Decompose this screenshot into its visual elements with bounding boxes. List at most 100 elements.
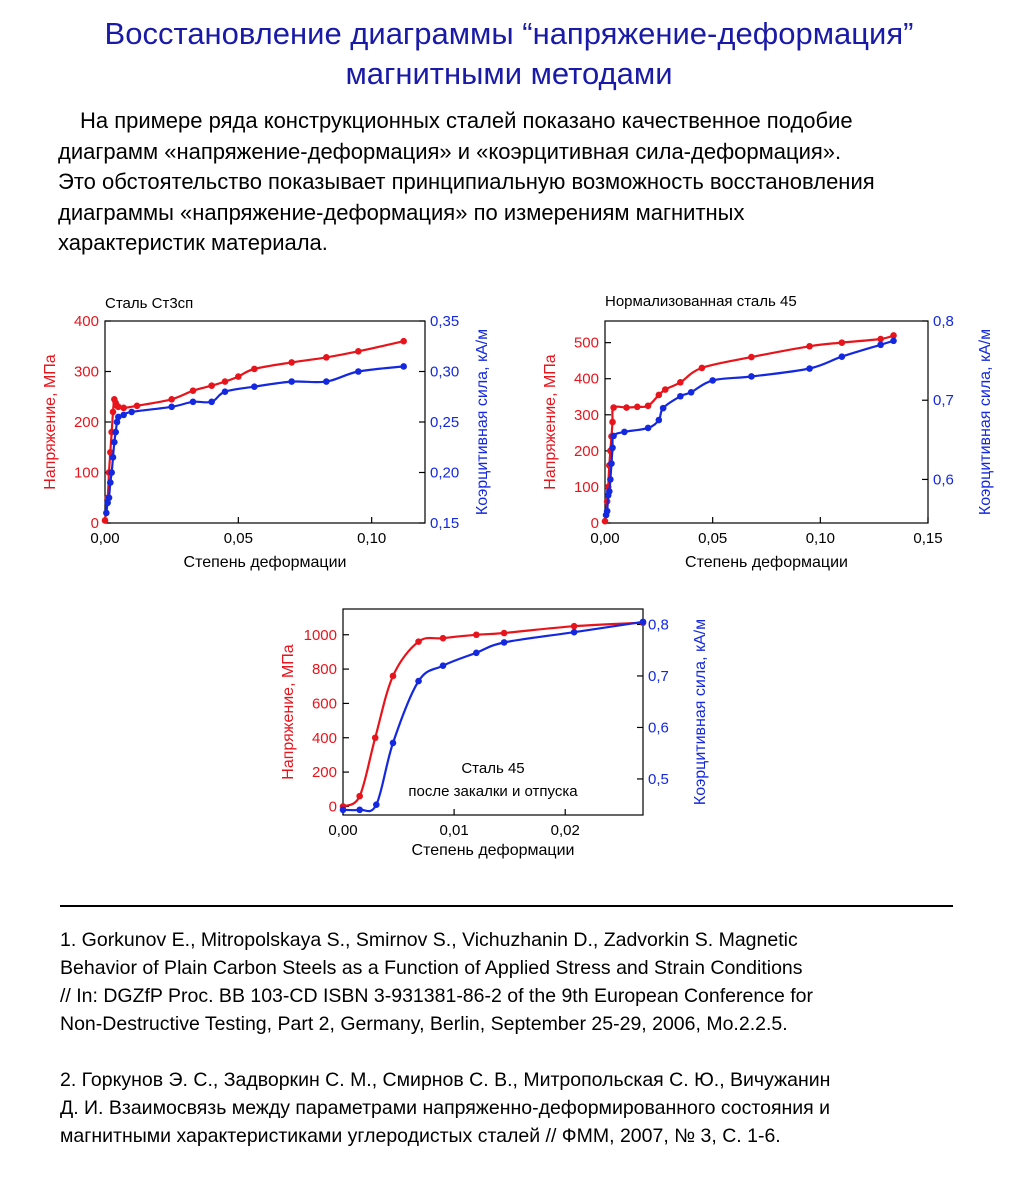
- coercive-force-point: [128, 408, 135, 416]
- stress-point: [677, 379, 684, 386]
- intro-line-3: Это обстоятельство показывает принципиал…: [58, 169, 875, 194]
- coercive-force-point: [356, 806, 363, 814]
- y2-tick-label: 0,30: [430, 364, 459, 381]
- x-tick-label: 0,02: [551, 822, 580, 839]
- coercive-force-point: [108, 469, 115, 476]
- chart-title: Сталь 45: [461, 760, 524, 777]
- x-tick-label: 0,00: [328, 822, 357, 839]
- x-tick-label: 0,15: [913, 530, 942, 547]
- plot-frame: [604, 320, 929, 524]
- intro-paragraph: На примере ряда конструкционных сталей п…: [58, 106, 1008, 259]
- stress-point: [251, 365, 258, 373]
- coercive-force-point: [373, 801, 380, 808]
- plot-frame: [104, 320, 426, 524]
- y2-tick-label: 0,5: [648, 771, 669, 788]
- y-axis-label: Напряжение, МПа: [280, 644, 297, 779]
- stress-line: [342, 621, 644, 808]
- y-tick-label: 800: [312, 661, 337, 678]
- references: 1. Gorkunov E., Mitropolskaya S., Smirno…: [60, 926, 1010, 1150]
- stress-point: [806, 342, 813, 350]
- stress-point: [371, 734, 379, 742]
- coercive-force-point: [120, 411, 127, 419]
- y2-tick-label: 0,6: [933, 471, 954, 488]
- y-tick-label: 100: [574, 479, 599, 496]
- plot-frame: [342, 608, 644, 816]
- stress-point: [120, 404, 127, 412]
- stress-point: [101, 517, 109, 524]
- title-line-2: магнитными методами: [345, 56, 673, 91]
- intro-line-4: диаграммы «напряжение-деформация» по изм…: [58, 199, 745, 225]
- stress-point: [189, 387, 197, 394]
- coercive-force-point: [607, 476, 614, 483]
- y2-tick-label: 0,20: [430, 465, 459, 482]
- y-tick-label: 200: [574, 443, 599, 460]
- stress-point: [890, 332, 897, 339]
- coercive-force-point: [687, 388, 695, 396]
- coercive-force-point: [838, 353, 846, 360]
- title-line-1: Восстановление диаграммы “напряжение-деф…: [104, 16, 914, 51]
- coercive-force-point: [111, 438, 118, 446]
- y2-tick-label: 0,6: [648, 719, 669, 736]
- chart-st3sp: 0,00 0,05 0,10 0 100 200 300 400 0,15 0,20 0,25 0,3…: [42, 295, 491, 571]
- stress-point: [570, 622, 578, 630]
- coercive-force-point: [806, 365, 813, 372]
- coercive-force-point: [415, 677, 422, 685]
- x-tick-label: 0,05: [224, 530, 253, 547]
- coercive-force-point: [609, 444, 616, 452]
- y-tick-label: 200: [312, 764, 337, 781]
- x-tick-label: 0,00: [90, 530, 119, 547]
- stress-point: [355, 348, 362, 355]
- coercive-force-point: [610, 432, 617, 440]
- y-tick-label: 400: [312, 730, 337, 747]
- stress-point: [644, 402, 652, 410]
- y-tick-label: 400: [74, 313, 99, 330]
- coercive-force-point: [112, 428, 119, 436]
- chart-title: Сталь Ст3сп: [105, 295, 193, 312]
- coercive-force-point: [105, 494, 113, 502]
- y2-tick-label: 0,15: [430, 515, 459, 532]
- coercive-force-point: [608, 460, 615, 467]
- coercive-force-point: [107, 479, 114, 486]
- y2-tick-label: 0,8: [933, 313, 954, 330]
- y2-axis-label: Коэрцитивная сила, кА/м: [692, 619, 709, 805]
- coercive-force-point: [606, 488, 613, 495]
- chart-title: Нормализованная сталь 45: [605, 293, 797, 310]
- coercive-force-point: [251, 383, 258, 390]
- x-tick-label: 0,10: [806, 530, 835, 547]
- coercive-force-point: [639, 618, 647, 626]
- coercive-force-point: [644, 424, 652, 432]
- y-tick-label: 1000: [304, 627, 337, 644]
- coercive-force-point: [221, 388, 229, 395]
- stress-point: [323, 354, 330, 361]
- y2-tick-label: 0,7: [933, 392, 954, 409]
- coercive-force-point: [748, 373, 755, 380]
- ref-1-line-3: // In: DGZfP Proc. BB 103-CD ISBN 3-9313…: [60, 985, 813, 1007]
- stress-point: [415, 638, 422, 645]
- stress-point: [288, 359, 295, 366]
- stress-point: [500, 629, 508, 637]
- chart-normalized-steel-45: 0,00 0,05 0,10 0,15 0 100 200 300 400 500 0,6 0,7 0,…: [542, 293, 994, 571]
- coercive-force-point: [655, 416, 663, 424]
- stress-point: [235, 373, 242, 380]
- coercive-force-point: [104, 499, 111, 507]
- stress-point: [109, 408, 117, 416]
- y-axis-label: Напряжение, МПа: [42, 354, 59, 489]
- chart-steel-45-quenched: 0,00 0,01 0,02 0 200 400 600 800 1000 0,5 0,6 0,7 0,…: [280, 608, 709, 859]
- intro-line-1: На примере ряда конструкционных сталей п…: [80, 108, 853, 133]
- stress-point: [356, 792, 363, 800]
- stress-point: [623, 404, 630, 411]
- coercive-force-point: [109, 454, 117, 461]
- x-tick-label: 0,00: [590, 530, 619, 547]
- coercive-force-point: [677, 392, 684, 400]
- coercive-force-point: [603, 507, 611, 515]
- coercive-force-point: [103, 509, 110, 517]
- x-tick-label: 0,10: [357, 530, 386, 547]
- stress-point: [698, 364, 706, 372]
- coercive-force-point: [500, 639, 508, 646]
- intro-line-2: диаграмм «напряжение-деформация» и «коэр…: [58, 138, 842, 164]
- x-axis-label: Степень деформации: [184, 554, 347, 571]
- ref-2-line-1: 2. Горкунов Э. С., Задворкин С. М., Смир…: [60, 1069, 831, 1091]
- x-tick-label: 0,01: [440, 822, 469, 839]
- stress-point: [389, 672, 397, 680]
- y2-tick-label: 0,35: [430, 313, 459, 330]
